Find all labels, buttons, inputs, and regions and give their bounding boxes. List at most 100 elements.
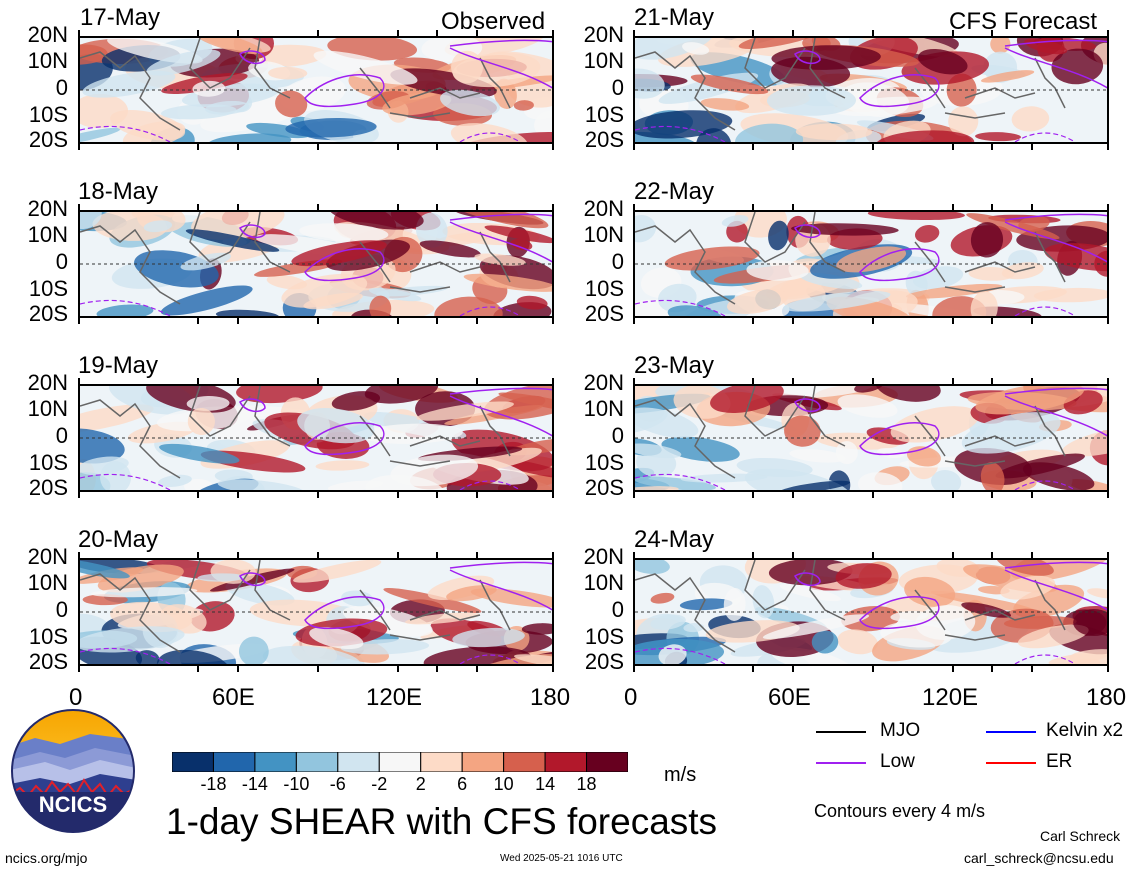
shear-map-panel-observed — [78, 36, 554, 144]
axis-tick — [1031, 552, 1034, 558]
colorbar — [171, 751, 629, 773]
axis-tick — [237, 552, 240, 558]
axis-tick — [552, 318, 554, 324]
lon-label: 60E — [768, 684, 811, 711]
legend-line-mjo — [816, 731, 866, 733]
axis-tick — [1107, 552, 1109, 558]
lat-label: 10N — [27, 222, 68, 247]
lat-label: 10S — [28, 624, 68, 649]
lon-label: 120E — [366, 684, 423, 711]
axis-tick — [316, 30, 319, 36]
axis-tick — [951, 204, 954, 210]
axis-tick — [991, 144, 994, 150]
lat-label: 10N — [583, 222, 624, 247]
lat-label: 10S — [28, 450, 68, 475]
lat-label: 10S — [584, 450, 624, 475]
contour-note: Contours every 4 m/s — [814, 801, 986, 821]
axis-tick — [237, 144, 240, 150]
lat-label: 0 — [55, 249, 68, 274]
axis-tick — [237, 204, 240, 210]
legend-label-er: ER — [1046, 751, 1073, 772]
axis-tick — [237, 318, 240, 324]
lat-label: 20S — [584, 649, 624, 674]
colorbar-label: 14 — [535, 774, 556, 794]
axis-tick — [991, 378, 994, 384]
axis-tick — [396, 552, 399, 558]
axis-tick — [951, 144, 954, 150]
axis-tick — [78, 318, 80, 324]
lon-label: 0 — [69, 684, 83, 711]
axis-tick — [78, 30, 80, 36]
axis-tick — [752, 30, 755, 36]
axis-tick — [436, 144, 439, 150]
colorbar-swatch — [254, 751, 297, 773]
axis-tick — [197, 492, 200, 498]
axis-tick — [552, 30, 554, 36]
axis-tick — [396, 492, 399, 498]
lat-label: 10S — [28, 102, 68, 127]
axis-tick — [633, 492, 635, 498]
axis-tick — [951, 318, 954, 324]
panel-date-label: 17-May — [80, 4, 161, 31]
axis-tick — [951, 492, 954, 498]
axis-tick — [476, 666, 479, 672]
lat-label: 20N — [27, 196, 68, 221]
axis-tick — [197, 144, 200, 150]
axis-tick — [197, 204, 200, 210]
lat-label: 0 — [611, 75, 624, 100]
lat-label: 20N — [583, 544, 624, 569]
colorbar-swatch — [461, 751, 505, 773]
axis-tick — [436, 552, 439, 558]
axis-tick — [396, 144, 399, 150]
axis-tick — [633, 30, 635, 36]
colorbar-swatch — [420, 751, 463, 773]
lat-label: 0 — [55, 597, 68, 622]
panel-date-label: 22-May — [634, 178, 715, 205]
axis-tick — [197, 666, 200, 672]
axis-tick — [871, 204, 874, 210]
axis-tick — [633, 144, 635, 150]
axis-tick — [436, 378, 439, 384]
lat-label: 10N — [583, 48, 624, 73]
axis-tick — [1107, 204, 1109, 210]
axis-tick — [476, 552, 479, 558]
colorbar-label: -2 — [371, 774, 388, 794]
lon-label: 0 — [624, 684, 638, 711]
colorbar-label: 2 — [415, 774, 426, 794]
colorbar-units: m/s — [664, 764, 697, 786]
panel-date-label: 20-May — [78, 526, 159, 553]
axis-tick — [792, 666, 795, 672]
lat-label: 0 — [611, 423, 624, 448]
axis-tick — [633, 552, 635, 558]
main-title: 1-day SHEAR with CFS forecasts — [166, 801, 718, 842]
lat-label: 10S — [584, 624, 624, 649]
colorbar-swatch — [586, 751, 629, 773]
lon-label: 60E — [212, 684, 255, 711]
axis-tick — [396, 204, 399, 210]
axis-tick — [396, 378, 399, 384]
axis-tick — [436, 666, 439, 672]
axis-tick — [316, 144, 319, 150]
axis-tick — [792, 318, 795, 324]
lat-label: 20N — [583, 370, 624, 395]
axis-tick — [316, 318, 319, 324]
axis-tick — [871, 666, 874, 672]
lat-label: 20S — [28, 475, 68, 500]
axis-tick — [316, 552, 319, 558]
axis-tick — [237, 492, 240, 498]
colorbar-swatch — [295, 751, 339, 773]
axis-tick — [1031, 492, 1034, 498]
axis-tick — [197, 318, 200, 324]
colorbar-label: -14 — [241, 774, 268, 794]
shear-map-panel-forecast — [633, 210, 1109, 318]
lat-label: 10S — [28, 276, 68, 301]
axis-tick — [1031, 144, 1034, 150]
colorbar-swatch — [378, 751, 422, 773]
footer-url: ncics.org/mjo — [5, 850, 88, 866]
axis-tick — [633, 318, 635, 324]
axis-tick — [1107, 30, 1109, 36]
axis-tick — [1107, 144, 1109, 150]
axis-tick — [871, 492, 874, 498]
axis-tick — [1107, 378, 1109, 384]
axis-tick — [78, 666, 80, 672]
